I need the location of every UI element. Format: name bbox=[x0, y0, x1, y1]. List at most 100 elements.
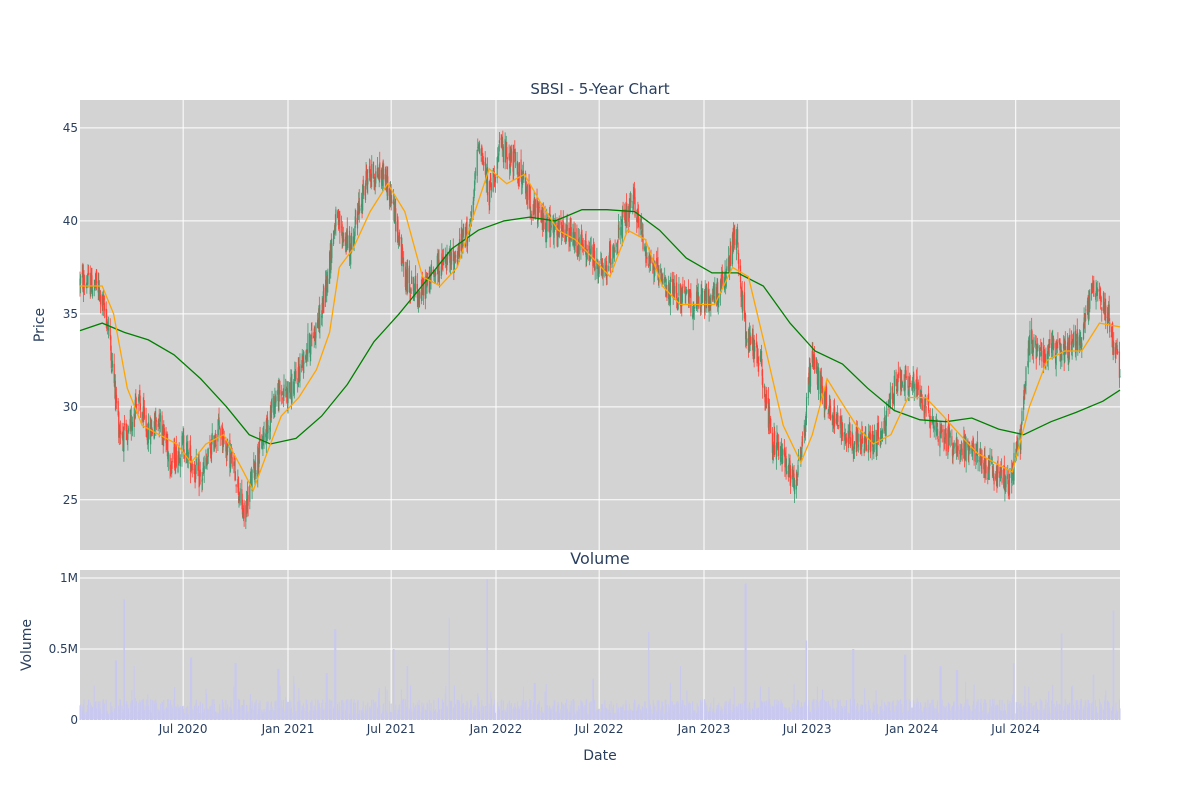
candle-body bbox=[692, 311, 694, 320]
volume-bar bbox=[700, 699, 702, 720]
volume-bar bbox=[163, 709, 165, 720]
volume-bar bbox=[302, 710, 304, 720]
candle-body bbox=[207, 458, 209, 464]
volume-bar bbox=[235, 663, 237, 720]
candle-body bbox=[223, 437, 225, 439]
candle-body bbox=[859, 434, 861, 442]
candle-body bbox=[1039, 352, 1041, 356]
volume-bar bbox=[1094, 699, 1096, 720]
candle-body bbox=[103, 297, 105, 301]
volume-bar bbox=[973, 701, 975, 720]
volume-bar bbox=[436, 712, 438, 720]
candle-body bbox=[486, 166, 489, 196]
volume-bar bbox=[851, 705, 853, 720]
volume-bar bbox=[1063, 710, 1065, 720]
candle-body bbox=[843, 432, 845, 442]
volume-bar bbox=[521, 708, 523, 720]
volume-panel-title: Volume bbox=[570, 549, 630, 568]
candle-body bbox=[636, 210, 638, 222]
volume-bar bbox=[1085, 701, 1087, 720]
candle-body bbox=[889, 392, 891, 409]
volume-bar bbox=[498, 706, 500, 720]
volume-bar bbox=[318, 703, 320, 720]
volume-bar bbox=[477, 696, 479, 720]
candle-body bbox=[426, 278, 428, 288]
candle-body bbox=[114, 380, 116, 400]
volume-bar bbox=[840, 712, 842, 720]
volume-bar bbox=[421, 712, 423, 720]
volume-bar bbox=[133, 666, 135, 720]
volume-bar bbox=[844, 709, 846, 720]
volume-bar bbox=[218, 714, 220, 720]
candle-body bbox=[496, 157, 498, 179]
volume-bar bbox=[315, 709, 317, 720]
volume-bar bbox=[757, 710, 759, 720]
volume-bar bbox=[604, 700, 606, 720]
volume-bar bbox=[618, 707, 620, 720]
volume-bar bbox=[1056, 700, 1058, 720]
volume-bar bbox=[127, 708, 129, 720]
volume-bar bbox=[341, 700, 343, 720]
volume-bar bbox=[317, 699, 319, 720]
candle-body bbox=[857, 444, 860, 447]
volume-bar bbox=[955, 710, 957, 720]
volume-bar bbox=[333, 706, 335, 720]
volume-bar bbox=[622, 708, 624, 720]
candle-body bbox=[497, 156, 499, 159]
volume-bar bbox=[198, 705, 200, 720]
volume-bar bbox=[841, 706, 843, 720]
volume-bar bbox=[562, 704, 564, 720]
candle-body bbox=[1061, 353, 1063, 361]
candle-body bbox=[899, 367, 901, 376]
volume-bar bbox=[903, 706, 905, 720]
volume-bar bbox=[985, 703, 987, 720]
volume-bar bbox=[175, 706, 177, 720]
candle-body bbox=[107, 327, 110, 331]
volume-bar bbox=[142, 701, 144, 720]
volume-bar bbox=[92, 706, 94, 720]
volume-bar bbox=[267, 701, 269, 720]
volume-bar bbox=[430, 703, 432, 720]
volume-bar bbox=[972, 704, 974, 720]
volume-bar bbox=[824, 702, 826, 720]
candle-body bbox=[106, 315, 108, 329]
volume-bar bbox=[310, 706, 312, 720]
candle-body bbox=[717, 282, 719, 303]
volume-bar bbox=[766, 700, 768, 720]
volume-bar bbox=[829, 704, 831, 720]
volume-bar bbox=[943, 714, 945, 720]
candle-body bbox=[195, 464, 197, 480]
candle-body bbox=[660, 269, 662, 277]
volume-bar bbox=[912, 700, 914, 720]
candle-body bbox=[991, 466, 993, 468]
candle-body bbox=[469, 219, 471, 222]
candle-body bbox=[518, 177, 520, 182]
volume-bar bbox=[126, 701, 128, 720]
candle-body bbox=[943, 429, 945, 443]
volume-bar bbox=[221, 711, 223, 720]
volume-bar bbox=[789, 712, 791, 720]
volume-bar bbox=[1025, 706, 1027, 720]
volume-bar bbox=[96, 708, 98, 720]
volume-bar bbox=[749, 702, 751, 720]
volume-bar bbox=[1075, 700, 1077, 720]
volume-bar bbox=[1008, 709, 1010, 720]
volume-bar bbox=[155, 702, 157, 720]
volume-bar bbox=[1080, 699, 1082, 720]
candle-body bbox=[837, 415, 839, 422]
volume-bar bbox=[456, 699, 458, 720]
volume-bar bbox=[389, 713, 391, 720]
volume-bar bbox=[319, 707, 321, 720]
candle-body bbox=[945, 428, 947, 435]
volume-bar bbox=[213, 698, 215, 720]
volume-bar bbox=[209, 706, 211, 720]
volume-bar bbox=[1031, 703, 1033, 720]
volume-bar bbox=[392, 649, 394, 720]
volume-bar bbox=[995, 707, 997, 720]
volume-bar bbox=[139, 699, 141, 720]
candle-body bbox=[155, 416, 157, 429]
volume-bar bbox=[298, 688, 300, 720]
candle-body bbox=[295, 370, 297, 380]
volume-bar bbox=[486, 579, 488, 720]
candle-body bbox=[409, 295, 412, 297]
